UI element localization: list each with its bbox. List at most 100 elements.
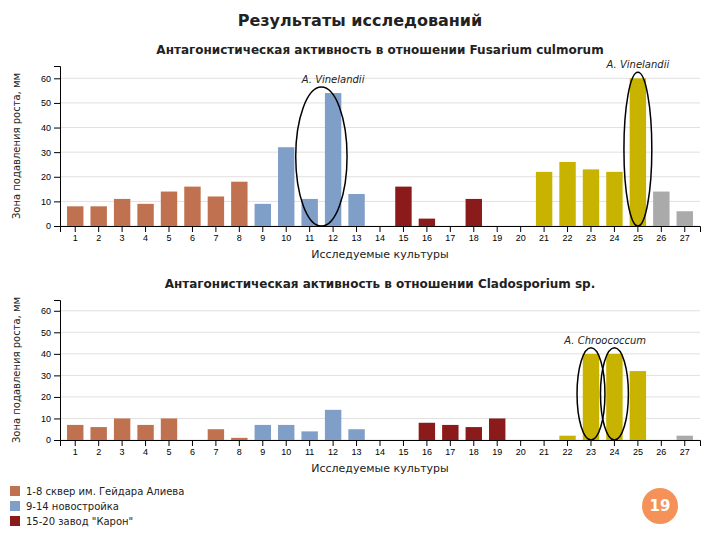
x-tick: 14: [375, 440, 385, 457]
x-tick: 15: [398, 226, 408, 243]
tick-label: 1: [73, 233, 78, 243]
tick-label: 20: [41, 172, 51, 182]
tick-label: 0: [46, 435, 51, 445]
y-tick: 0: [46, 221, 60, 231]
tick-label: 8: [237, 233, 242, 243]
y-tick: 50: [41, 98, 60, 108]
tick-label: 24: [609, 447, 619, 457]
axis-line: [54, 301, 61, 441]
tick-mark: [169, 226, 170, 232]
x-tick: 2: [96, 226, 101, 243]
bar: [231, 182, 247, 226]
x-tick: 21: [539, 226, 549, 243]
bar: [161, 192, 177, 226]
grid-line: [60, 418, 700, 419]
tick-label: 20: [516, 233, 526, 243]
tick-label: 10: [41, 414, 51, 424]
bar: [231, 438, 247, 440]
tick-label: 60: [41, 306, 51, 316]
tick-mark: [54, 128, 60, 129]
tick-mark: [54, 226, 60, 227]
tick-label: 13: [352, 447, 362, 457]
grid-line: [60, 176, 700, 177]
tick-label: 13: [352, 233, 362, 243]
bar: [67, 206, 83, 226]
bar: [278, 425, 294, 440]
legend-swatch: [10, 486, 20, 496]
tick-mark: [54, 177, 60, 178]
tick-mark: [333, 226, 334, 232]
bar: [536, 172, 552, 226]
tick-mark: [98, 226, 99, 232]
bar: [512, 440, 528, 441]
tick-label: 24: [609, 233, 619, 243]
tick-label: 16: [422, 447, 432, 457]
x-tick: 22: [563, 440, 573, 457]
bar: [630, 78, 646, 226]
tick-label: 12: [328, 233, 338, 243]
tick-label: 17: [445, 447, 455, 457]
legend-label: 1-8 сквер им. Гейдара Алиева: [26, 486, 184, 497]
tick-label: 9: [260, 447, 265, 457]
tick-label: 15: [398, 447, 408, 457]
legend-entry: 15-20 завод "Карон": [10, 516, 133, 527]
grid-line: [60, 152, 700, 153]
x-tick: 9: [260, 440, 265, 457]
bar: [67, 425, 83, 440]
bar: [395, 440, 411, 441]
grid-line: [60, 310, 700, 311]
tick-mark: [169, 440, 170, 446]
bar: [559, 162, 575, 226]
x-tick: 7: [213, 440, 218, 457]
tick-mark: [380, 440, 381, 446]
bar: [372, 440, 388, 441]
tick-label: 22: [563, 233, 573, 243]
tick-label: 22: [563, 447, 573, 457]
x-tick: 10: [281, 226, 291, 243]
tick-mark: [333, 440, 334, 446]
legend-label: 15-20 завод "Карон": [26, 516, 133, 527]
legend-swatch: [10, 516, 20, 526]
y-tick: 30: [41, 371, 60, 381]
bar: [184, 440, 200, 441]
tick-mark: [567, 440, 568, 446]
x-tick: 3: [120, 226, 125, 243]
tick-mark: [98, 440, 99, 446]
bar: [348, 194, 364, 226]
bar: [114, 199, 130, 226]
tick-label: 14: [375, 233, 385, 243]
x-axis-label: Исследуемые культуры: [311, 248, 449, 261]
tick-mark: [590, 440, 591, 446]
grid-line: [60, 332, 700, 333]
x-tick: 3: [120, 440, 125, 457]
tick-label: 11: [305, 447, 314, 457]
tick-mark: [262, 440, 263, 446]
annotation: A. Vinelandii: [301, 74, 365, 85]
bar: [677, 436, 693, 440]
tick-mark: [544, 226, 545, 232]
highlights: [296, 72, 652, 226]
bar: [489, 226, 505, 227]
x-tick: 4: [143, 226, 148, 243]
tick-mark: [309, 226, 310, 232]
tick-label: 16: [422, 233, 432, 243]
grid-line: [60, 353, 700, 354]
tick-label: 26: [656, 233, 666, 243]
tick-label: 23: [586, 447, 596, 457]
y-tick: 20: [41, 392, 60, 402]
x-tick: 26: [656, 226, 666, 243]
tick-label: 5: [167, 233, 172, 243]
tick-mark: [520, 226, 521, 232]
tick-label: 7: [213, 447, 218, 457]
tick-mark: [145, 226, 146, 232]
bar: [442, 425, 458, 440]
tick-mark: [192, 226, 193, 232]
x-tick: 1: [73, 226, 78, 243]
tick-mark: [590, 226, 591, 232]
tick-label: 20: [41, 392, 51, 402]
x-tick: 8: [237, 440, 242, 457]
tick-label: 20: [516, 447, 526, 457]
figure-title: Результаты исследований: [238, 11, 483, 30]
x-tick: 26: [656, 440, 666, 457]
x-axis-label: Исследуемые культуры: [311, 462, 449, 475]
